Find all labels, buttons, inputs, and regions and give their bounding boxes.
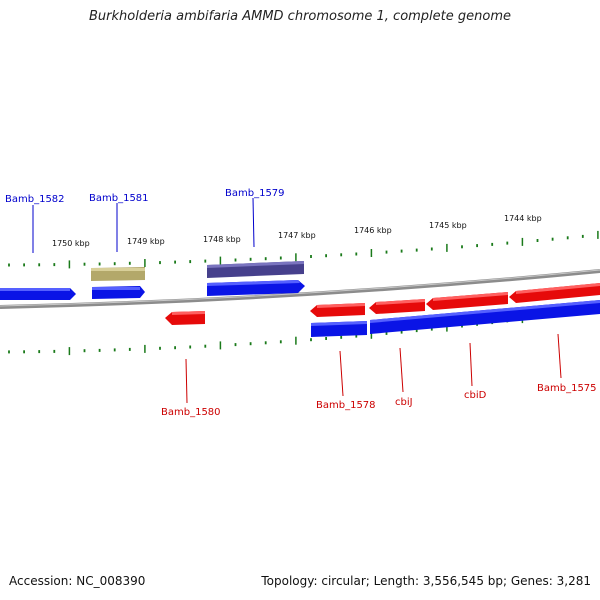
gene-box-olive-shine xyxy=(91,268,145,271)
gene-arrow-bamb-1578-shine xyxy=(317,303,365,308)
gene-label-cbiD[interactable]: cbiD xyxy=(464,390,487,401)
gene-arrow-bamb-1582-shine xyxy=(0,288,70,291)
gene-arrow-bamb-1580-shine xyxy=(172,311,205,315)
map-title: Burkholderia ambifaria AMMD chromosome 1… xyxy=(88,9,512,24)
gene-arrow-cbiJ-shine xyxy=(376,299,425,305)
ruler-ticks-top xyxy=(8,230,599,269)
gene-label-bamb-1578[interactable]: Bamb_1578 xyxy=(316,400,376,411)
gene-label-bamb-1579[interactable]: Bamb_1579 xyxy=(225,188,285,199)
gene-arrow-cbiD-shine xyxy=(433,292,508,301)
gene-labels: Bamb_1582 Bamb_1581 Bamb_1579 Bamb_1580 … xyxy=(5,188,597,418)
ruler-labels: 1750 kbp 1749 kbp 1748 kbp 1747 kbp 1746… xyxy=(52,214,542,248)
cds-band-shine xyxy=(370,300,600,323)
forward-strand xyxy=(0,261,305,300)
gene-label-bamb-1580[interactable]: Bamb_1580 xyxy=(161,407,221,418)
reverse-strand xyxy=(165,283,600,337)
kbp-label-1744: 1744 kbp xyxy=(504,214,542,223)
chromosome-backbone-highlight xyxy=(0,269,600,307)
gene-arrow-bamb-1575-shine xyxy=(516,283,600,294)
kbp-label-1745: 1745 kbp xyxy=(429,221,467,230)
gene-arrow-bamb-1581-shine xyxy=(92,287,140,290)
gene-label-cbiJ[interactable]: cbiJ xyxy=(395,397,413,408)
chromosome-backbone xyxy=(0,269,600,309)
label-leaders xyxy=(32,197,562,404)
gene-label-bamb-1582[interactable]: Bamb_1582 xyxy=(5,194,65,205)
cds-band-bamb-1578-shine xyxy=(311,321,367,326)
kbp-label-1749: 1749 kbp xyxy=(127,237,165,246)
kbp-label-1746: 1746 kbp xyxy=(354,226,392,235)
gene-label-bamb-1575[interactable]: Bamb_1575 xyxy=(537,383,597,394)
kbp-label-1750: 1750 kbp xyxy=(52,239,90,248)
topology-summary: Topology: circular; Length: 3,556,545 bp… xyxy=(261,574,591,588)
cds-band-cbiJ-cbiD-1575[interactable] xyxy=(370,300,600,334)
kbp-label-1748: 1748 kbp xyxy=(203,235,241,244)
accession-text: Accession: NC_008390 xyxy=(9,574,146,588)
gene-label-bamb-1581[interactable]: Bamb_1581 xyxy=(89,193,149,204)
gene-box-slate-shine xyxy=(207,261,304,268)
kbp-label-1747: 1747 kbp xyxy=(278,231,316,240)
gene-arrow-bamb-1579-shine xyxy=(207,280,300,286)
